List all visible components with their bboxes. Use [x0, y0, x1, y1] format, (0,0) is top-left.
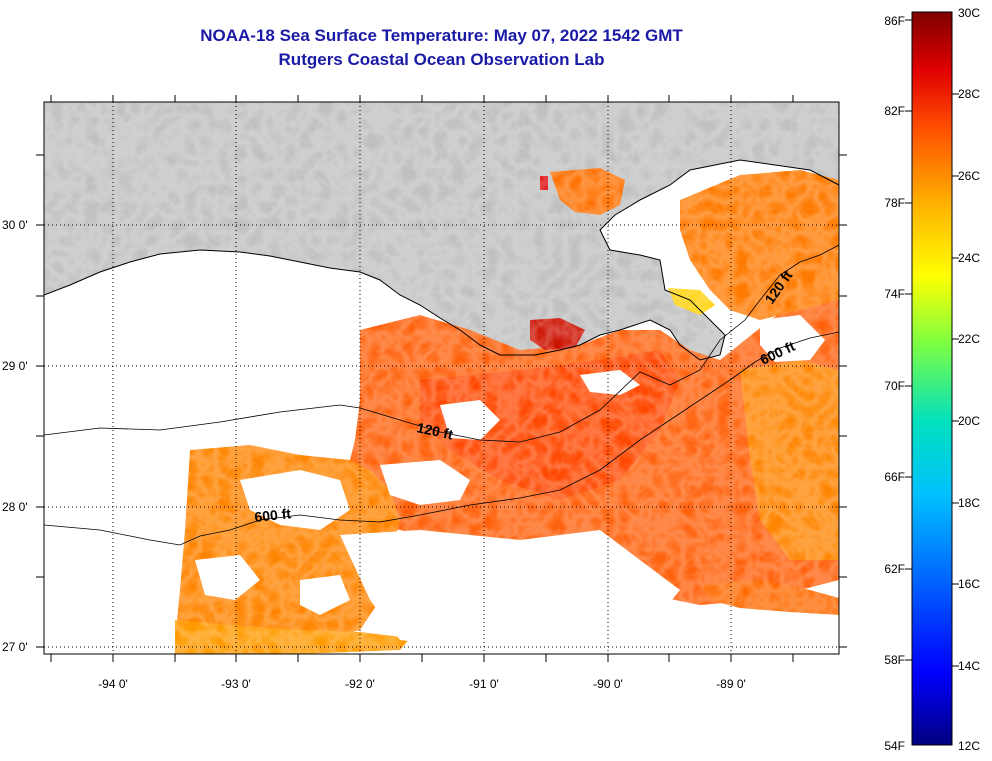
colorbar-c-label: 20C: [958, 414, 980, 428]
lon-label: -89 0': [716, 677, 746, 691]
graticule: [44, 102, 839, 654]
colorbar-c-label: 28C: [958, 87, 980, 101]
contour-label: 120 ft: [415, 419, 454, 442]
colorbar-f-label: 62F: [884, 562, 905, 576]
colorbar-c-label: 24C: [958, 251, 980, 265]
lon-label: -94 0': [98, 677, 128, 691]
lon-label: -93 0': [221, 677, 251, 691]
lon-label: -92 0': [345, 677, 375, 691]
frame-ticks: [36, 95, 847, 662]
contour-label: 600 ft: [254, 505, 292, 525]
colorbar-f-label: 78F: [884, 196, 905, 210]
lat-label: 28 0': [2, 500, 28, 514]
colorbar-f-label: 54F: [884, 739, 905, 753]
colorbar: 86F 82F 78F 74F 70F 66F 62F 58F 54F 30C …: [884, 6, 980, 753]
map-panel: [44, 102, 839, 654]
lat-label: 27 0': [2, 640, 28, 654]
colorbar-f-label: 66F: [884, 470, 905, 484]
colorbar-f-label: 86F: [884, 14, 905, 28]
lon-label: -90 0': [593, 677, 623, 691]
map-frame: [43, 101, 840, 655]
colorbar-c-label: 18C: [958, 496, 980, 510]
contour-600ft: [44, 331, 839, 546]
colorbar-c-label: 26C: [958, 169, 980, 183]
colorbar-f-label: 82F: [884, 104, 905, 118]
colorbar-f-label: 58F: [884, 653, 905, 667]
map-title: NOAA-18 Sea Surface Temperature: May 07,…: [200, 26, 683, 45]
colorbar-c-label: 30C: [958, 6, 980, 20]
colorbar-gradient: [911, 11, 953, 746]
colorbar-c-label: 14C: [958, 659, 980, 673]
coastline: [44, 159, 839, 361]
lon-label: -91 0': [469, 677, 499, 691]
colorbar-c-label: 16C: [958, 577, 980, 591]
map-subtitle: Rutgers Coastal Ocean Observation Lab: [278, 50, 605, 69]
colorbar-f-label: 74F: [884, 287, 905, 301]
colorbar-ticks: [905, 19, 959, 667]
contour-120ft: [44, 244, 839, 443]
colorbar-f-label: 70F: [884, 379, 905, 393]
colorbar-c-label: 12C: [958, 739, 980, 753]
lat-label: 30 0': [2, 218, 28, 232]
colorbar-c-label: 22C: [958, 332, 980, 346]
lat-label: 29 0': [2, 359, 28, 373]
